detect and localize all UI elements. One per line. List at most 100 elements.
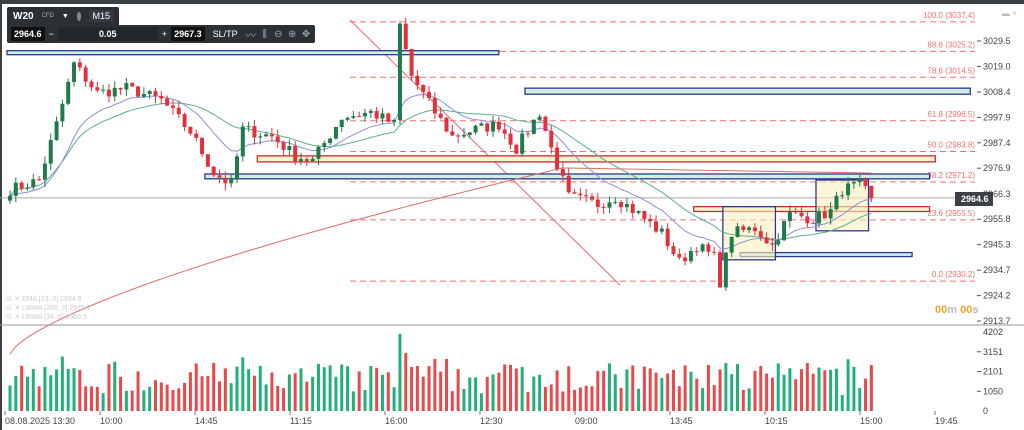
bid-price-button[interactable]: 2964.6 xyxy=(11,27,45,41)
candle-bearish xyxy=(456,135,461,137)
candle-bullish xyxy=(141,94,146,97)
volume-bar xyxy=(538,374,542,411)
price-axis-label: 2966.3 xyxy=(983,189,1011,199)
candle-bullish xyxy=(479,123,484,126)
candle-bullish xyxy=(840,195,845,197)
candle-bearish xyxy=(630,204,635,213)
candle-bearish xyxy=(566,175,571,193)
volume-bar xyxy=(421,376,425,411)
candle-bullish xyxy=(834,195,839,210)
volume-bar xyxy=(852,366,856,411)
volume-bar xyxy=(479,393,483,411)
crosshair-icon[interactable]: ✥ xyxy=(301,28,311,40)
candle-bullish xyxy=(607,202,612,208)
price-axis-label: 2976.9 xyxy=(983,163,1011,173)
volume-bar xyxy=(765,373,769,411)
timer-min-unit: m xyxy=(947,304,958,316)
candle-bearish xyxy=(683,257,688,262)
lot-size-input[interactable]: 0.05 xyxy=(57,27,158,41)
candle-bearish xyxy=(427,91,432,98)
volume-bar xyxy=(718,369,722,411)
volume-bar xyxy=(648,368,652,411)
candle-bullish xyxy=(339,119,344,128)
legend-lwma200[interactable]: ☰ ✕ LWMA [200, 0] 2975.2 xyxy=(6,305,91,312)
volume-bar xyxy=(346,366,350,411)
volume-axis-label: 3151 xyxy=(983,347,1003,357)
volume-bar xyxy=(532,376,536,411)
volume-bar xyxy=(37,386,41,411)
candle-bearish xyxy=(374,110,379,119)
info-icon[interactable] xyxy=(76,11,82,21)
candle-bullish xyxy=(723,252,728,288)
legend-lwma34[interactable]: ☰ ✕ LWMA [34, 0] 2960.6 xyxy=(6,314,87,321)
symbol-name[interactable]: W20 xyxy=(13,10,34,22)
volume-bar xyxy=(776,363,780,411)
candle-bearish xyxy=(211,166,216,176)
volume-bar xyxy=(689,371,693,411)
candle-bullish xyxy=(42,163,47,180)
volume-bar xyxy=(212,362,216,411)
volume-bar xyxy=(316,363,320,411)
line-chart-icon[interactable]: 〰 xyxy=(245,30,256,42)
volume-bar xyxy=(642,366,646,411)
volume-bar xyxy=(660,377,664,411)
fib-level-label: 100.0 (3037.4) xyxy=(923,11,975,20)
legend-ema-label: EMA [13, 0] 2964.9 xyxy=(22,296,82,303)
minimize-icon[interactable]: ▬ xyxy=(1002,9,1010,18)
volume-bar xyxy=(794,379,798,411)
close-icon[interactable]: × xyxy=(1012,9,1017,18)
ask-price-button[interactable]: 2967.3 xyxy=(171,27,205,41)
volume-bar xyxy=(154,380,157,411)
volume-bar xyxy=(730,374,734,411)
legend-ema[interactable]: ☰ ✕ EMA [13, 0] 2964.9 xyxy=(6,296,82,303)
volume-bar xyxy=(351,391,355,411)
time-axis-label: 11:15 xyxy=(290,416,312,426)
candle-bearish xyxy=(275,136,280,143)
timer-sec-unit: s xyxy=(972,304,979,316)
time-axis-label: 10:00 xyxy=(100,416,123,426)
volume-bar xyxy=(183,382,187,411)
candle-bearish xyxy=(37,179,42,181)
candle-bullish xyxy=(322,143,327,147)
candle-bullish xyxy=(782,221,787,241)
volume-bar xyxy=(357,371,361,411)
volume-bar xyxy=(736,364,739,411)
candle-bullish xyxy=(857,178,862,183)
candle-bearish xyxy=(718,252,723,288)
candle-bearish xyxy=(159,95,164,99)
candle-bearish xyxy=(170,105,175,108)
candle-bullish xyxy=(101,89,106,91)
volume-bar xyxy=(782,374,786,411)
candle-bullish xyxy=(13,182,18,196)
sltp-button[interactable]: SL/TP xyxy=(212,29,238,39)
volume-bar xyxy=(282,388,286,411)
indicators-icon[interactable]: ⫼ xyxy=(262,28,267,40)
candle-bullish xyxy=(328,138,333,144)
candle-bearish xyxy=(304,159,309,161)
volume-bar xyxy=(573,389,577,411)
timeframe-select[interactable]: M15 xyxy=(89,10,113,22)
volume-bar xyxy=(474,377,478,411)
volume-bar xyxy=(619,387,623,411)
fib-level-label: 61.8 (2996.5) xyxy=(927,110,975,119)
resistance-zone xyxy=(256,155,937,163)
candle-bullish xyxy=(333,127,338,139)
volume-bar xyxy=(759,366,763,411)
zoom-in-icon[interactable]: ⊕ xyxy=(288,28,297,40)
candle-bearish xyxy=(118,87,123,90)
volume-bar xyxy=(252,375,256,411)
candle-bearish xyxy=(194,133,199,138)
fib-level-label: 38.2 (2971.2) xyxy=(927,171,975,180)
symbol-dropdown-icon[interactable]: ▼ xyxy=(61,12,69,20)
candle-bearish xyxy=(578,193,583,196)
candle-bullish xyxy=(613,202,618,204)
lot-increase-button[interactable]: + xyxy=(161,29,168,39)
candle-timer: 00m 00s xyxy=(935,304,978,316)
candle-bearish xyxy=(549,130,554,148)
lot-decrease-button[interactable]: − xyxy=(48,29,54,39)
volume-bar xyxy=(666,373,670,411)
candle-bearish xyxy=(752,227,757,232)
zoom-out-icon[interactable]: ⊖ xyxy=(274,28,283,40)
candle-bearish xyxy=(269,134,274,137)
